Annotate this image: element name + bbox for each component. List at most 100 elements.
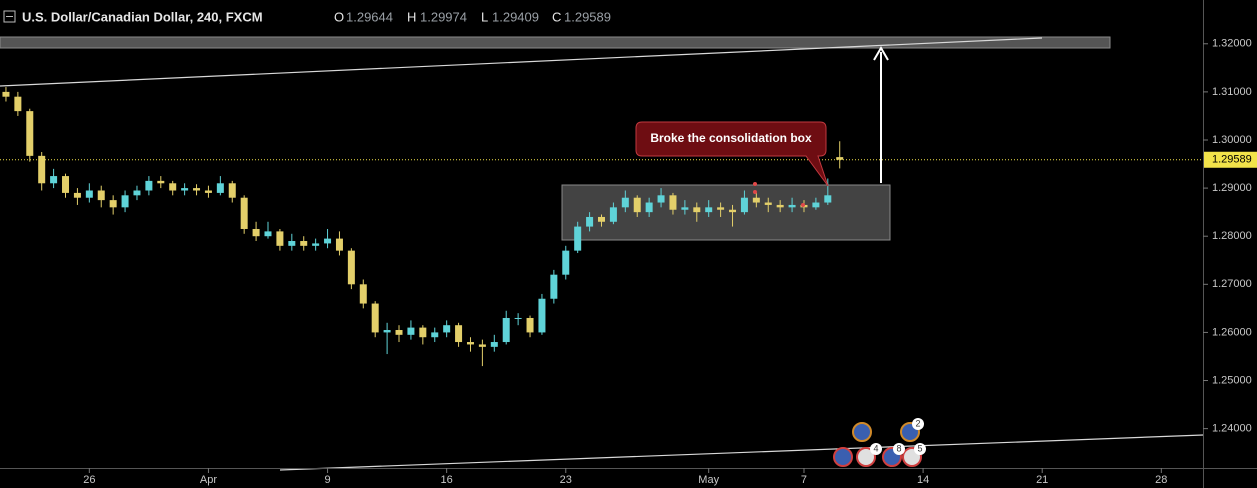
ohlc-label: C [552,9,561,24]
badge-count: 5 [917,443,922,453]
candle-body [490,342,498,347]
candle-body [681,207,689,210]
candle-body [717,207,725,210]
candle-body [598,216,605,222]
badge [893,443,905,455]
candle-body [228,183,236,198]
candle-body [169,183,177,191]
candle-body [300,241,308,246]
event-icon [833,447,853,467]
candle-body [776,204,784,208]
candle-body [26,111,34,156]
y-tick-label: 1.26000 [1212,326,1252,338]
candle-body [395,330,403,335]
arrow-head [873,46,889,61]
candle-body [574,226,582,251]
badge-count: 2 [915,418,920,428]
candle-body [752,197,760,203]
symbol-title: U.S. Dollar/Canadian Dollar, 240, FXCM [22,9,263,24]
candle-body [633,197,641,213]
x-tick-label: 26 [83,474,95,486]
y-tick-label: 1.32000 [1212,38,1252,50]
candle-body [50,176,58,184]
collapse-icon[interactable] [3,10,16,23]
candle-body [669,195,677,210]
candle-body [621,197,629,208]
candle-body [443,325,451,333]
badge [914,443,926,455]
candle-body [14,96,22,112]
candle-body [240,197,248,229]
candle-body [276,231,284,246]
candle-body [85,190,93,198]
resistance-zone [0,36,1111,49]
candle-body [455,325,463,343]
candle-body [2,91,10,97]
candle-body [526,317,534,333]
candle-body [145,180,153,191]
event-icon [852,422,872,442]
candle-body [836,157,844,160]
x-tick-label: 21 [1036,474,1048,486]
candle-body [383,330,391,333]
callout-text: Broke the consolidation box [650,131,812,145]
marker [753,182,757,186]
ohlc-label: L [481,9,488,24]
ohlc-value: 1.29644 [346,9,393,24]
x-tick-label: 9 [324,474,330,486]
candle-body [121,195,129,208]
ohlc-value: 1.29589 [564,9,611,24]
badge [912,418,924,430]
y-tick-label: 1.29000 [1212,182,1252,194]
y-tick-label: 1.24000 [1212,423,1252,435]
event-icons: 2 4 8 5 [833,418,926,467]
candle-body [204,190,212,193]
ohlc-value: 1.29974 [420,9,467,24]
candle-body [740,197,748,213]
candle-body [157,180,165,184]
x-tick-label: May [698,474,719,486]
y-tick-label: 1.31000 [1212,86,1252,98]
candle-body [347,250,355,285]
candle-body [538,298,546,333]
candle-body [764,202,772,205]
candle-body [264,231,272,237]
x-tick-label: 14 [917,474,929,486]
last-price-tag [1204,151,1257,168]
marker [801,203,805,207]
candle-body [38,155,46,184]
x-tick-label: 23 [560,474,572,486]
ohlc-value: 1.29409 [492,9,539,24]
x-tick-label: Apr [200,474,217,486]
candle-body [657,195,665,203]
candle-body [609,207,617,222]
candle-body [324,238,332,244]
badge-count: 4 [873,443,878,453]
candle-body [729,209,737,213]
x-tick-label: 7 [801,474,807,486]
y-tick-label: 1.27000 [1212,278,1252,290]
candle-body [550,274,558,299]
candle-body [788,204,796,208]
candle-body [705,207,713,213]
y-tick-label: 1.28000 [1212,230,1252,242]
badge-count: 8 [896,443,901,453]
candles [0,87,1203,367]
y-tick-label: 1.25000 [1212,374,1252,386]
ohlc-label: H [407,9,416,24]
candle-body [252,228,260,237]
trend-line [279,434,1204,471]
candle-body [193,188,201,191]
candle-body [62,176,70,193]
candle-body [133,190,141,196]
marker [753,190,757,194]
last-price-label: 1.29589 [1212,154,1252,166]
candle-body [109,200,117,208]
x-tick-label: 16 [441,474,453,486]
x-tick-label: 28 [1155,474,1167,486]
event-icon [856,447,876,467]
candle-body [431,332,439,338]
candle-body [359,284,367,304]
